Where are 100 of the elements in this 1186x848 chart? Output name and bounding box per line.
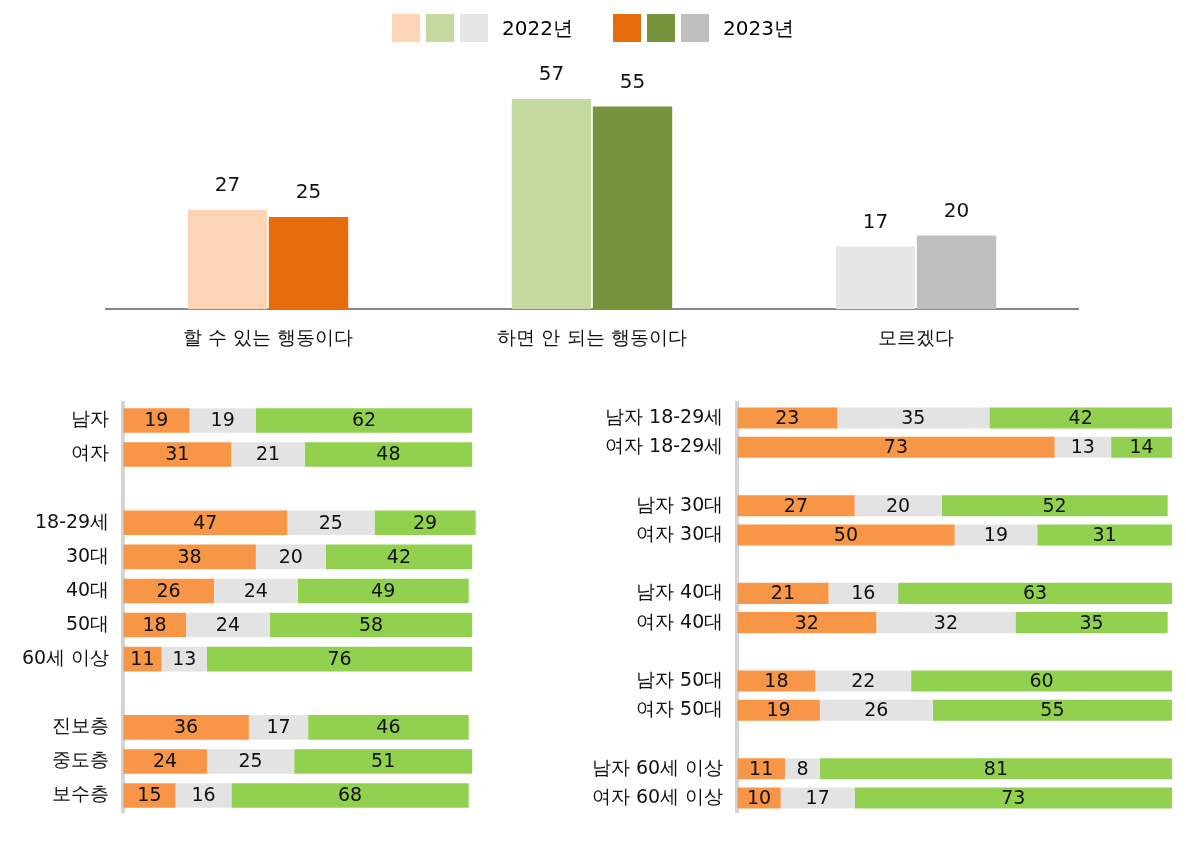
bar [932, 699, 1172, 721]
data-label: 17 [805, 785, 830, 808]
data-label: 17 [266, 715, 291, 738]
bar [898, 582, 1172, 604]
data-label: 52 [1042, 493, 1067, 516]
legend-label: 2023년 [723, 14, 794, 42]
bar [737, 699, 820, 721]
data-label: 73 [1001, 785, 1026, 808]
y-tick-label: 여자 18-29세 [605, 434, 724, 457]
data-label: 19 [766, 698, 791, 721]
data-label: 55 [619, 68, 646, 93]
y-tick-label: 여자 30대 [636, 521, 724, 544]
y-tick-label: 중도층 [52, 748, 110, 771]
y-tick-label: 진보층 [52, 714, 110, 737]
y-tick-label: 여자 60세 이상 [591, 784, 724, 807]
bar [123, 544, 256, 570]
data-label: 32 [794, 610, 819, 633]
data-label: 8 [796, 756, 809, 779]
bar [123, 715, 249, 740]
data-label: 24 [215, 612, 241, 635]
data-label: 36 [173, 715, 199, 738]
data-label: 63 [1022, 581, 1048, 604]
data-label: 62 [351, 408, 377, 431]
bar [876, 612, 1016, 634]
bar [911, 670, 1172, 692]
data-label: 11 [130, 647, 155, 670]
x-tick-label: 할 수 있는 행동이다 [182, 325, 354, 348]
data-label: 49 [371, 578, 396, 601]
y-tick-label: 남자 40대 [636, 580, 724, 603]
bar [954, 524, 1038, 546]
bar [737, 582, 829, 604]
data-label: 35 [901, 405, 926, 428]
bar [989, 407, 1172, 429]
bar [255, 408, 473, 433]
bar [1015, 612, 1168, 634]
data-label: 25 [318, 510, 343, 533]
y-tick-label: 60세 이상 [22, 646, 110, 669]
data-label: 25 [295, 179, 322, 204]
bar [1037, 524, 1172, 546]
data-label: 20 [886, 493, 911, 516]
bar [123, 510, 288, 536]
data-label: 42 [386, 544, 412, 567]
y-tick-label: 여자 [71, 441, 110, 464]
bar [819, 758, 1172, 780]
bar [189, 408, 256, 433]
bar [213, 578, 298, 604]
data-label: 19 [210, 408, 235, 431]
data-label: 46 [376, 715, 401, 738]
data-label: 21 [255, 442, 281, 465]
data-label: 31 [165, 442, 190, 465]
y-tick-label: 여자 40대 [636, 609, 724, 632]
data-label: 51 [371, 749, 396, 772]
data-label: 18 [764, 669, 789, 692]
y-tick-label: 남자 30대 [636, 492, 724, 515]
x-tick-label: 모르겠다 [878, 325, 954, 348]
bar [123, 749, 207, 774]
data-label: 76 [327, 647, 352, 670]
y-tick-label: 여자 50대 [636, 697, 724, 720]
bar [511, 99, 592, 310]
bar [854, 495, 942, 517]
data-label: 16 [191, 783, 216, 806]
data-label: 19 [144, 408, 169, 431]
bar [737, 495, 855, 517]
data-label: 15 [137, 783, 162, 806]
data-label: 57 [538, 61, 565, 86]
data-label: 17 [862, 208, 889, 233]
bar [187, 209, 268, 310]
bar [325, 544, 473, 570]
bar [287, 510, 375, 536]
data-label: 26 [156, 578, 181, 601]
data-label: 47 [193, 510, 218, 533]
y-tick-label: 남자 50대 [636, 668, 724, 691]
data-label: 55 [1040, 698, 1065, 721]
bar [269, 612, 473, 638]
y-tick-label: 40대 [66, 577, 110, 600]
bar [780, 787, 855, 809]
bar [737, 524, 955, 546]
data-label: 50 [833, 522, 859, 545]
data-label: 20 [943, 197, 970, 222]
y-tick-label: 50대 [66, 611, 110, 634]
bar [854, 787, 1172, 809]
data-label: 27 [783, 493, 809, 516]
bar [916, 235, 997, 310]
data-label: 13 [172, 647, 197, 670]
data-label: 58 [358, 612, 384, 635]
bar [297, 578, 469, 604]
bar [592, 106, 673, 310]
bar [231, 442, 305, 467]
bar [248, 715, 309, 740]
bar [206, 646, 473, 672]
data-label: 32 [933, 610, 959, 633]
bar [737, 436, 1055, 458]
data-label: 42 [1068, 405, 1093, 428]
bar [308, 715, 469, 740]
data-label: 10 [746, 785, 772, 808]
data-label: 22 [851, 669, 876, 692]
bar [737, 407, 838, 429]
data-label: 27 [214, 171, 241, 196]
data-label: 29 [413, 510, 438, 533]
data-label: 14 [1129, 435, 1154, 458]
